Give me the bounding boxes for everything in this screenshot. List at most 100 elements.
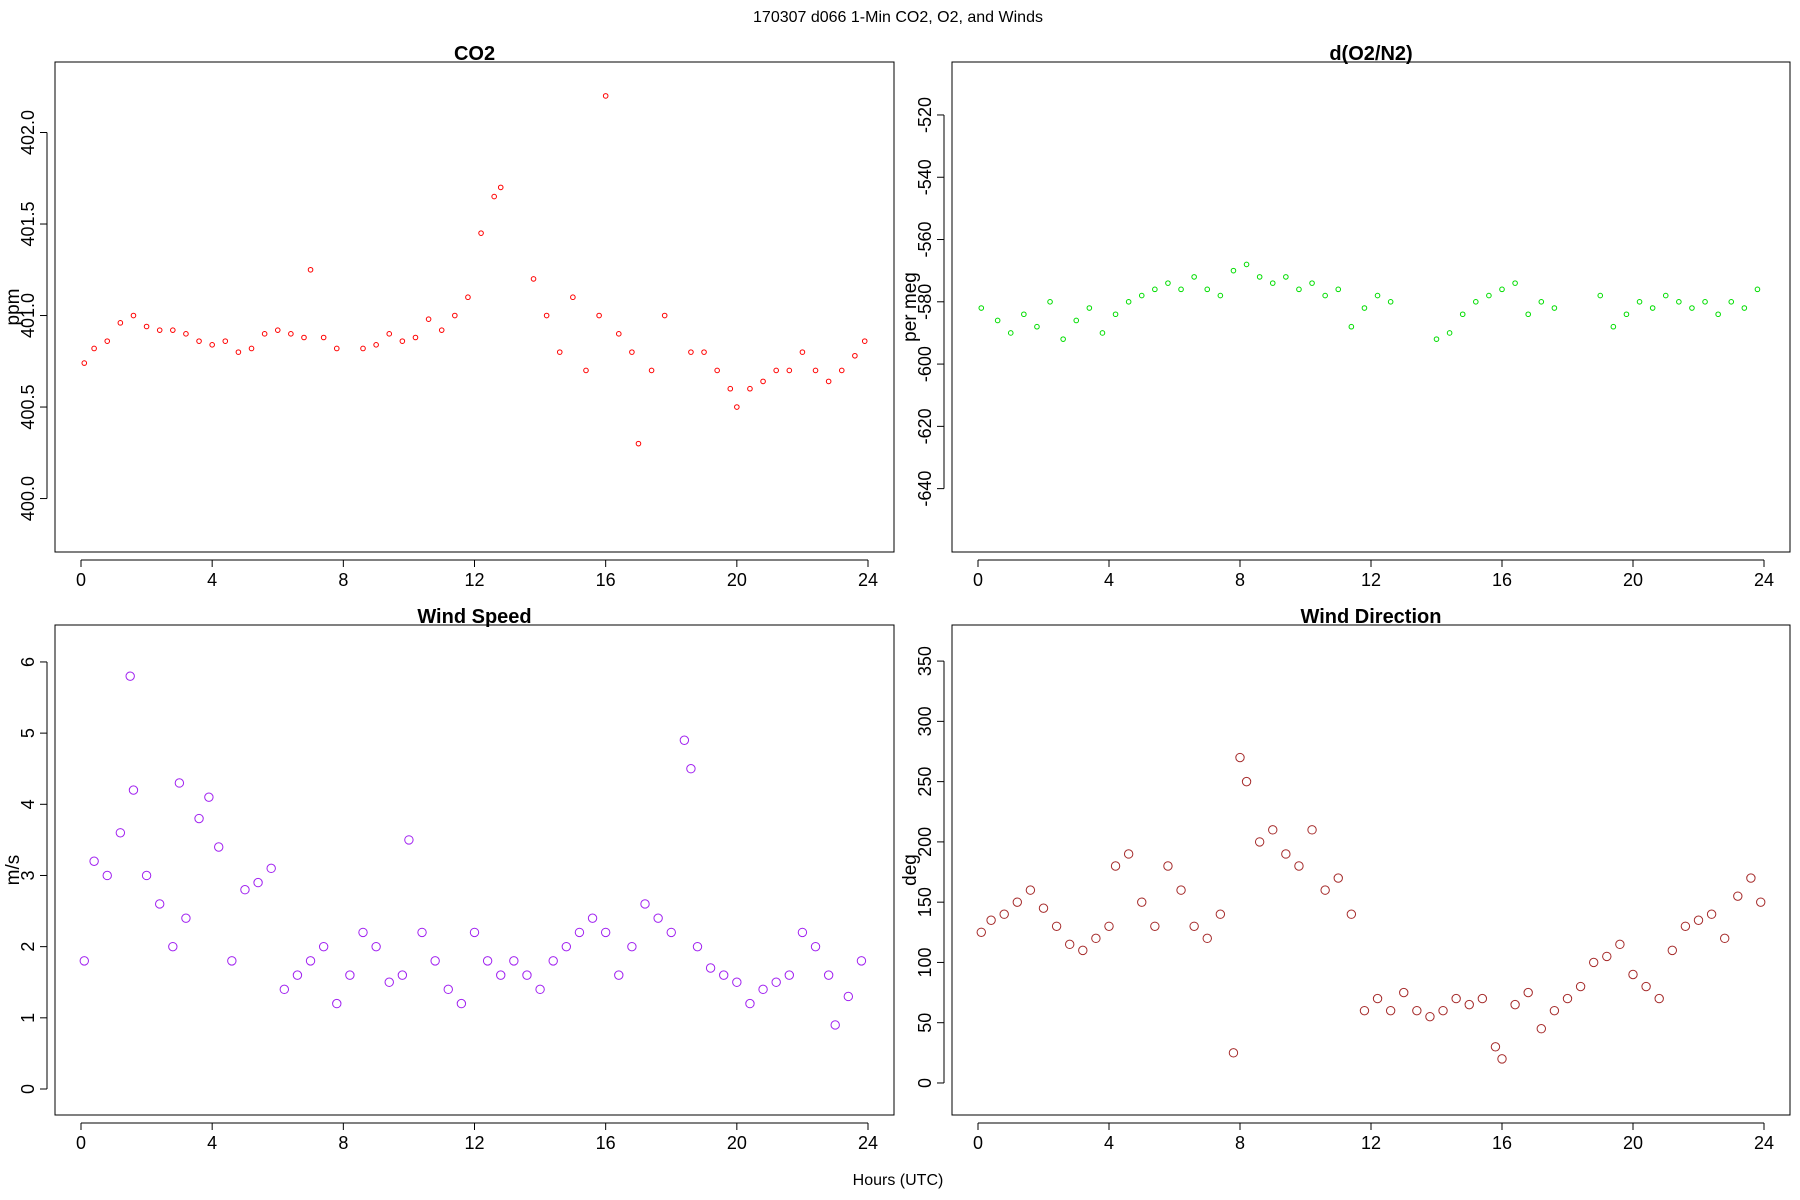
- o2-point: [1073, 317, 1080, 324]
- wd-point: [1307, 825, 1317, 835]
- wd-y-tick-label: 200: [915, 827, 935, 857]
- ws-x-tick-label: 24: [858, 1133, 878, 1153]
- wd-point: [1176, 885, 1186, 895]
- o2-point: [1047, 299, 1053, 305]
- wd-point: [1693, 915, 1704, 925]
- co2-point: [648, 367, 655, 374]
- o2-point: [1446, 330, 1453, 336]
- co2-point: [425, 316, 432, 322]
- o2-point: [1433, 336, 1440, 342]
- ws-point: [600, 927, 611, 938]
- o2-point: [1256, 274, 1263, 280]
- co2-point: [556, 349, 563, 355]
- ws-point: [240, 885, 250, 895]
- ws-plot-frame: [54, 624, 895, 1116]
- wd-point: [1163, 861, 1173, 871]
- ws-x-tick-label: 4: [207, 1133, 217, 1153]
- o2-point: [1662, 292, 1669, 299]
- ws-point: [404, 835, 414, 845]
- co2-point: [602, 93, 609, 99]
- ws-point: [266, 863, 276, 874]
- ws-point: [102, 870, 112, 881]
- o2-point: [1597, 292, 1604, 299]
- wd-point: [1720, 933, 1730, 944]
- co2-point: [143, 323, 150, 330]
- ws-point: [469, 927, 480, 938]
- o2-point: [1178, 286, 1184, 293]
- co2-point: [130, 312, 137, 319]
- wd-x-tick-label: 12: [1361, 1133, 1381, 1153]
- ws-point: [79, 956, 89, 966]
- co2-point: [799, 349, 806, 355]
- o2-point: [994, 317, 1001, 324]
- co2-point: [465, 294, 471, 301]
- wd-point: [1490, 1042, 1501, 1052]
- ws-point: [856, 956, 867, 966]
- ws-point: [614, 970, 624, 980]
- co2-point: [386, 331, 393, 337]
- wd-point: [986, 915, 996, 925]
- wd-point: [1667, 945, 1678, 956]
- wd-y-tick-label: 150: [915, 887, 935, 917]
- co2-point: [248, 345, 255, 352]
- wd-point: [1123, 849, 1134, 859]
- co2-point: [491, 193, 497, 200]
- ws-point: [417, 927, 427, 938]
- co2-point: [274, 327, 281, 333]
- wd-point: [1268, 825, 1278, 835]
- co2-point: [615, 331, 622, 337]
- ws-x-tick-label: 8: [338, 1133, 348, 1153]
- o2-point: [1191, 274, 1197, 280]
- wd-title: Wind Direction: [1301, 606, 1442, 628]
- wd-point: [1241, 776, 1252, 787]
- wd-point: [1385, 1005, 1396, 1016]
- o2-x-tick-label: 8: [1235, 570, 1245, 590]
- o2-point: [1007, 330, 1014, 336]
- ws-point: [430, 956, 440, 966]
- wd-point: [1628, 969, 1638, 980]
- ws-point: [653, 913, 663, 923]
- ws-point: [745, 998, 755, 1009]
- o2-point: [1099, 330, 1106, 336]
- co2-x-tick-label: 0: [76, 570, 86, 590]
- wd-point: [1477, 993, 1488, 1004]
- co2-y-tick-label: 400.0: [18, 476, 38, 521]
- wd-point: [1012, 897, 1022, 907]
- ws-point: [561, 941, 572, 952]
- co2-point: [170, 327, 176, 333]
- o2-point: [1335, 286, 1342, 293]
- o2-point: [1728, 299, 1735, 305]
- wd-point: [1281, 849, 1291, 859]
- ws-point: [332, 998, 342, 1009]
- wd-point: [1228, 1048, 1239, 1058]
- ws-point: [318, 941, 329, 952]
- ws-point: [125, 671, 135, 681]
- co2-point: [701, 349, 707, 355]
- o2-y-tick-label: -620: [915, 408, 935, 444]
- ws-point: [705, 963, 716, 973]
- ws-y-tick-label: 2: [18, 942, 38, 952]
- co2-point: [861, 338, 868, 344]
- o2-point: [1551, 305, 1558, 311]
- co2-x-tick-label: 8: [338, 570, 348, 590]
- wd-point: [1235, 752, 1245, 763]
- figure-title: 170307 d066 1-Min CO2, O2, and Winds: [753, 9, 1043, 26]
- o2-x-tick-label: 16: [1492, 570, 1512, 590]
- o2-point: [1623, 311, 1630, 318]
- co2-x-tick-label: 24: [858, 570, 878, 590]
- wd-point: [1464, 999, 1474, 1010]
- o2-point: [1060, 336, 1066, 342]
- co2-panel: CO2 ppm 0 4 8 12 16 20 24 400.0 400.5 401.0 401.5 402…: [3, 43, 895, 590]
- wd-point: [1451, 993, 1461, 1004]
- o2-y-tick-label: -640: [915, 471, 935, 507]
- wd-point: [1051, 921, 1062, 931]
- co2-point: [373, 342, 379, 348]
- co2-point: [301, 334, 307, 341]
- ws-y-tick-label: 5: [18, 728, 38, 738]
- wd-point: [1733, 891, 1743, 901]
- o2-point: [1387, 299, 1394, 305]
- co2-point: [117, 320, 124, 326]
